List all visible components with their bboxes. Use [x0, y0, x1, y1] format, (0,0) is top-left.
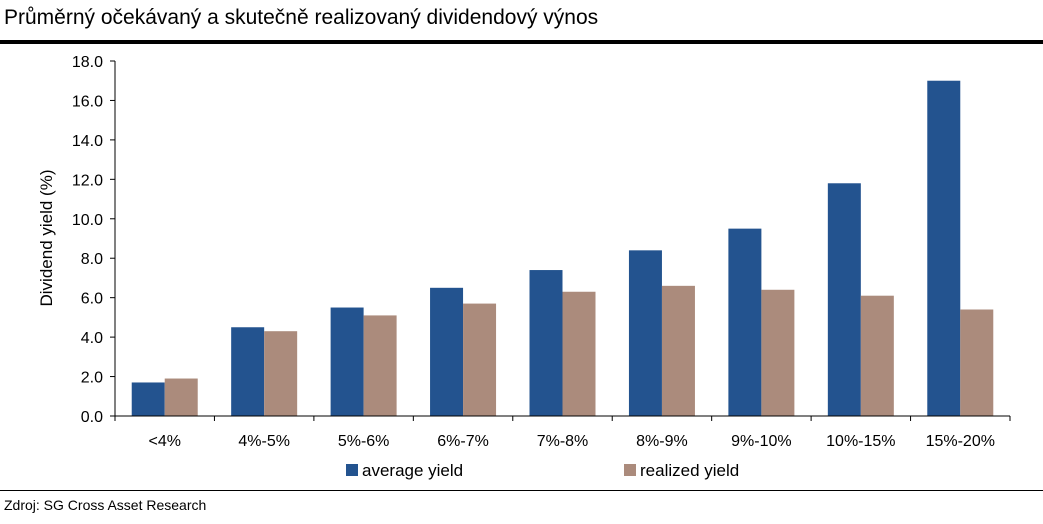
y-tick-label: 4.0 [81, 330, 103, 347]
bar-average-yield [927, 80, 961, 416]
y-tick-label: 2.0 [81, 370, 103, 387]
x-tick-label: <4% [148, 433, 180, 450]
bar-average-yield [827, 183, 861, 416]
bar-average-yield [529, 270, 563, 416]
source-note: Zdroj: SG Cross Asset Research [4, 497, 207, 513]
page-title: Průměrný očekávaný a skutečně realizovan… [4, 6, 599, 29]
bar-realized-yield [661, 285, 695, 416]
bar-average-yield [131, 382, 165, 416]
bar-average-yield [231, 327, 265, 416]
y-ticks-group: 0.0 2.0 4.0 6.0 8.0 10.0 12.0 14.0 16.0 18.0 [72, 54, 115, 426]
y-axis-label: Dividend yield (%) [37, 170, 56, 307]
bars-group [131, 80, 994, 416]
y-tick-label: 18.0 [72, 54, 103, 71]
title-divider [0, 40, 1043, 44]
x-tick-label: 6%-7% [437, 433, 489, 450]
y-tick-label: 6.0 [81, 291, 103, 308]
legend-label-realized-yield: realized yield [640, 461, 739, 480]
legend: average yield realized yield [346, 461, 739, 480]
bar-realized-yield [860, 295, 894, 416]
y-tick-label: 0.0 [81, 409, 103, 426]
bar-realized-yield [164, 378, 198, 416]
y-tick-label: 16.0 [72, 93, 103, 110]
bar-chart: 0.0 2.0 4.0 6.0 8.0 10.0 12.0 14.0 16.0 18.0 <4% 4… [37, 54, 1011, 480]
bar-average-yield [330, 307, 364, 416]
bar-realized-yield [463, 303, 497, 416]
x-ticks-group: <4% 4%-5% 5%-6% 6%-7% 7%-8% 8%-9% 9%-10% 10%-15… [114, 416, 1011, 450]
y-tick-label: 8.0 [81, 251, 103, 268]
y-tick-label: 12.0 [72, 172, 103, 189]
bar-realized-yield [562, 291, 596, 416]
x-tick-label: 9%-10% [731, 433, 791, 450]
x-tick-label: 8%-9% [636, 433, 688, 450]
bar-realized-yield [264, 331, 298, 416]
x-tick-label: 15%-20% [926, 433, 995, 450]
legend-swatch-realized-yield [624, 464, 636, 476]
x-tick-label: 10%-15% [826, 433, 895, 450]
bar-realized-yield [960, 309, 994, 416]
y-tick-label: 14.0 [72, 133, 103, 150]
x-tick-label: 7%-8% [537, 433, 589, 450]
bar-realized-yield [363, 315, 397, 416]
bar-average-yield [628, 250, 662, 416]
footer-divider [0, 490, 1043, 491]
legend-swatch-average-yield [346, 464, 358, 476]
bar-average-yield [430, 287, 464, 416]
x-tick-label: 4%-5% [238, 433, 290, 450]
bar-realized-yield [761, 289, 795, 416]
x-tick-label: 5%-6% [338, 433, 390, 450]
bar-average-yield [728, 228, 762, 416]
y-tick-label: 10.0 [72, 212, 103, 229]
legend-label-average-yield: average yield [362, 461, 463, 480]
